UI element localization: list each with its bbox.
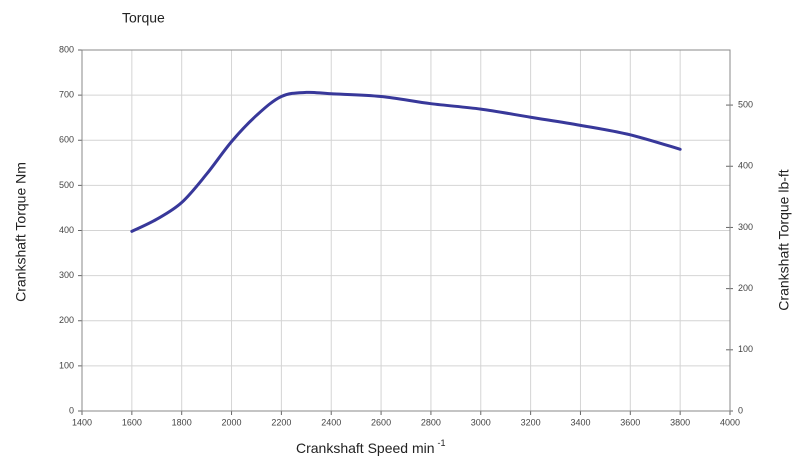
x-tick-label: 3600 — [620, 417, 640, 427]
y-tick-label: 0 — [69, 405, 74, 415]
x-axis-label-sup: -1 — [438, 438, 446, 448]
y2-tick-label: 300 — [738, 222, 753, 232]
x-tick-label: 4000 — [720, 417, 740, 427]
x-tick-label: 2600 — [371, 417, 391, 427]
x-tick-label: 1600 — [122, 417, 142, 427]
x-tick-label: 3000 — [471, 417, 491, 427]
y-tick-label: 200 — [59, 315, 74, 325]
x-tick-label: 3800 — [670, 417, 690, 427]
y-tick-label: 100 — [59, 360, 74, 370]
y-tick-label: 800 — [59, 44, 74, 54]
y2-tick-label: 100 — [738, 344, 753, 354]
y2-tick-label: 0 — [738, 405, 743, 415]
y-tick-label: 700 — [59, 90, 74, 100]
x-tick-label: 3200 — [521, 417, 541, 427]
y-tick-label: 500 — [59, 180, 74, 190]
x-tick-label: 2200 — [271, 417, 291, 427]
line-series — [130, 90, 682, 233]
y-tick-label: 300 — [59, 270, 74, 280]
y-tick-label: 400 — [59, 225, 74, 235]
y-axis-label: Crankshaft Torque Nm — [13, 162, 29, 302]
y2-tick-label: 400 — [738, 161, 753, 171]
y-tick-label: 600 — [59, 135, 74, 145]
y2-axis-label: Crankshaft Torque lb-ft — [776, 169, 792, 310]
x-tick-label: 3400 — [570, 417, 590, 427]
plot-frame — [81, 49, 731, 412]
y2-tick-label: 500 — [738, 99, 753, 109]
x-tick-label: 2000 — [222, 417, 242, 427]
x-tick-label: 1400 — [72, 417, 92, 427]
x-axis-label-text: Crankshaft Speed min — [296, 440, 435, 456]
x-tick-label: 2800 — [421, 417, 441, 427]
x-tick-label: 2400 — [321, 417, 341, 427]
x-tick-label: 1800 — [172, 417, 192, 427]
y2-tick-label: 200 — [738, 283, 753, 293]
chart-title: Torque — [122, 10, 165, 26]
x-axis-label: Crankshaft Speed min -1 — [296, 438, 446, 455]
